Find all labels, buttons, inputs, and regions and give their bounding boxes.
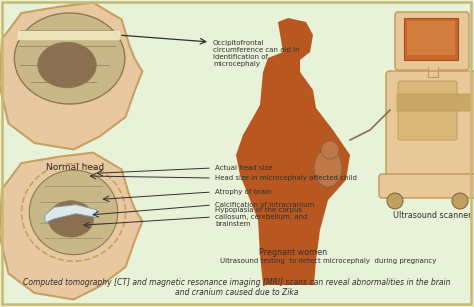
Ellipse shape [29,170,118,255]
Text: Actual head size: Actual head size [215,165,273,171]
FancyBboxPatch shape [395,12,469,70]
FancyBboxPatch shape [407,21,455,55]
Polygon shape [0,153,142,300]
Ellipse shape [48,201,94,237]
FancyBboxPatch shape [379,174,474,198]
Text: Hypoplasia of the corpus
callosum, cerebellum, and
brainstem: Hypoplasia of the corpus callosum, cereb… [215,207,307,227]
Text: Head size in microcephaly affected child: Head size in microcephaly affected child [215,175,357,181]
Text: Calcification of intracranium: Calcification of intracranium [215,202,314,208]
Ellipse shape [38,42,96,88]
Text: Occipitofrontal
circumference can aid in
identification of
microcephaly: Occipitofrontal circumference can aid in… [213,40,300,67]
Text: Atrophy of brain: Atrophy of brain [215,189,272,195]
Text: Ultrasound testing  to detect microcephaly  during pregnancy: Ultrasound testing to detect microcephal… [220,258,436,264]
FancyBboxPatch shape [397,94,471,111]
Circle shape [387,193,403,209]
Circle shape [452,193,468,209]
Polygon shape [0,2,142,150]
Circle shape [321,141,339,159]
Polygon shape [45,204,97,223]
Text: Computed tomography [CT] and magnetic resonance imaging [MRI] scans can reveal a: Computed tomography [CT] and magnetic re… [23,278,451,297]
FancyBboxPatch shape [404,18,458,60]
FancyBboxPatch shape [398,81,457,140]
Polygon shape [236,18,350,285]
Ellipse shape [314,149,342,187]
Text: Ultrasound scanner: Ultrasound scanner [393,211,471,220]
Text: Pregnant women: Pregnant women [259,248,327,257]
Ellipse shape [14,13,125,104]
Polygon shape [283,72,308,165]
FancyBboxPatch shape [386,71,474,184]
Text: Normal head: Normal head [46,163,104,172]
